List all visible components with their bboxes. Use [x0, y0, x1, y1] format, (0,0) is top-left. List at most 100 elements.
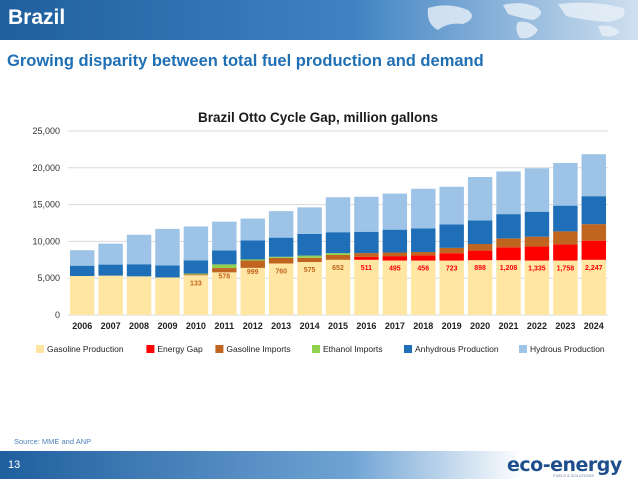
bar-segment	[496, 260, 521, 315]
data-label: 652	[332, 265, 344, 272]
bar-segment	[354, 253, 379, 257]
x-tick-label: 2007	[101, 321, 121, 331]
y-tick-label: 25,000	[32, 126, 60, 136]
legend-swatch	[146, 345, 155, 353]
bar-segment	[240, 267, 265, 315]
bar-segment	[524, 246, 550, 261]
page-number: 13	[8, 459, 21, 471]
y-tick-label: 15,000	[32, 200, 60, 210]
x-tick-label: 2021	[499, 321, 519, 331]
x-tick-label: 2010	[186, 321, 206, 331]
bar-segment	[553, 244, 578, 261]
bar-segment	[98, 264, 123, 276]
bar-segment	[467, 250, 493, 261]
bar-segment	[553, 205, 578, 232]
x-tick-label: 2013	[271, 321, 291, 331]
y-tick-label: 10,000	[32, 236, 60, 246]
bar-segment	[212, 264, 237, 269]
bar-segment	[524, 168, 550, 212]
bar-segment	[69, 265, 95, 276]
bar-stacks	[69, 154, 607, 315]
bar-segment	[126, 264, 152, 277]
bar-segment	[325, 259, 351, 315]
legend-swatch	[215, 345, 224, 353]
bar-segment	[439, 260, 464, 315]
bar-segment	[581, 224, 607, 241]
bar-segment	[439, 224, 464, 248]
bar-segment	[268, 237, 294, 257]
data-label: 578	[218, 273, 230, 280]
legend-label: Hydrous Production	[530, 344, 605, 354]
bar-segment	[411, 188, 436, 229]
x-tick-label: 2018	[413, 321, 433, 331]
bar-segment	[212, 221, 237, 251]
x-tick-label: 2012	[243, 321, 263, 331]
bar-segment	[212, 272, 237, 315]
y-axis-ticks: 0 5,000 10,000 15,000 20,000 25,000	[32, 126, 60, 320]
legend-swatch	[36, 345, 44, 353]
bar-segment	[382, 260, 408, 315]
bar-segment	[467, 243, 493, 251]
bar-segment	[98, 243, 123, 265]
bar-segment	[268, 256, 294, 258]
x-tick-label: 2006	[72, 321, 92, 331]
data-label: 1,335	[528, 266, 546, 273]
bar-segment	[69, 250, 95, 266]
x-tick-label: 2017	[385, 321, 405, 331]
bar-segment	[382, 229, 408, 253]
data-label: 723	[446, 266, 458, 273]
legend-label: Energy Gap	[157, 344, 203, 354]
eco-energy-logo: eco-energy FUELS & SOLUTIONS	[507, 454, 622, 478]
bar-segment	[240, 260, 265, 268]
data-labels: 133 578 999 760 575 652 511 495 456 723 898 1,208 1,…	[190, 265, 603, 287]
legend-swatch	[519, 345, 527, 353]
bar-segment	[240, 240, 265, 260]
bar-segment	[439, 186, 464, 225]
bar-segment	[183, 260, 209, 274]
x-tick-label: 2020	[470, 321, 490, 331]
x-tick-label: 2016	[356, 321, 376, 331]
bar-segment	[382, 256, 408, 261]
bar-segment	[325, 197, 351, 233]
bar-segment	[183, 275, 209, 315]
bar-segment	[382, 252, 408, 257]
logo-tagline: FUELS & SOLUTIONS	[553, 473, 594, 478]
x-tick-label: 2022	[527, 321, 547, 331]
legend-label: Gasoline Imports	[226, 344, 290, 354]
data-label: 456	[417, 266, 429, 273]
bar-segment	[155, 277, 180, 315]
bar-segment	[467, 260, 493, 315]
bar-segment	[467, 220, 493, 244]
slide-title: Brazil	[8, 6, 66, 29]
bar-segment	[524, 260, 550, 315]
data-label: 999	[247, 269, 259, 276]
bar-segment	[496, 247, 521, 261]
bar-segment	[126, 276, 152, 315]
x-axis-ticks: 2006 2007 2008 2009 2010 2011 2012 2013 2014 2015…	[72, 321, 604, 331]
bar-segment	[553, 231, 578, 245]
data-label: 1,758	[557, 266, 575, 273]
bar-segment	[467, 177, 493, 221]
legend-label: Anhydrous Production	[415, 344, 499, 354]
bar-segment	[524, 236, 550, 247]
bar-segment	[325, 255, 351, 260]
bar-segment	[524, 211, 550, 237]
x-tick-label: 2015	[328, 321, 348, 331]
x-tick-label: 2014	[300, 321, 320, 331]
data-label: 2,247	[585, 265, 603, 272]
header-bar: Brazil	[0, 0, 638, 40]
legend-swatch	[312, 345, 320, 353]
x-tick-label: 2024	[584, 321, 604, 331]
data-label: 495	[389, 266, 401, 273]
logo-wordmark: eco-energy	[507, 454, 622, 476]
bar-segment	[325, 253, 351, 256]
x-tick-label: 2023	[555, 321, 575, 331]
bar-segment	[496, 238, 521, 248]
bar-segment	[496, 171, 521, 215]
y-tick-label: 5,000	[37, 273, 60, 283]
legend: Gasoline Production Energy Gap Gasoline Im…	[36, 344, 605, 354]
bar-segment	[98, 275, 123, 315]
bar-segment	[496, 214, 521, 239]
bar-segment	[268, 257, 294, 264]
bar-segment	[155, 265, 180, 278]
